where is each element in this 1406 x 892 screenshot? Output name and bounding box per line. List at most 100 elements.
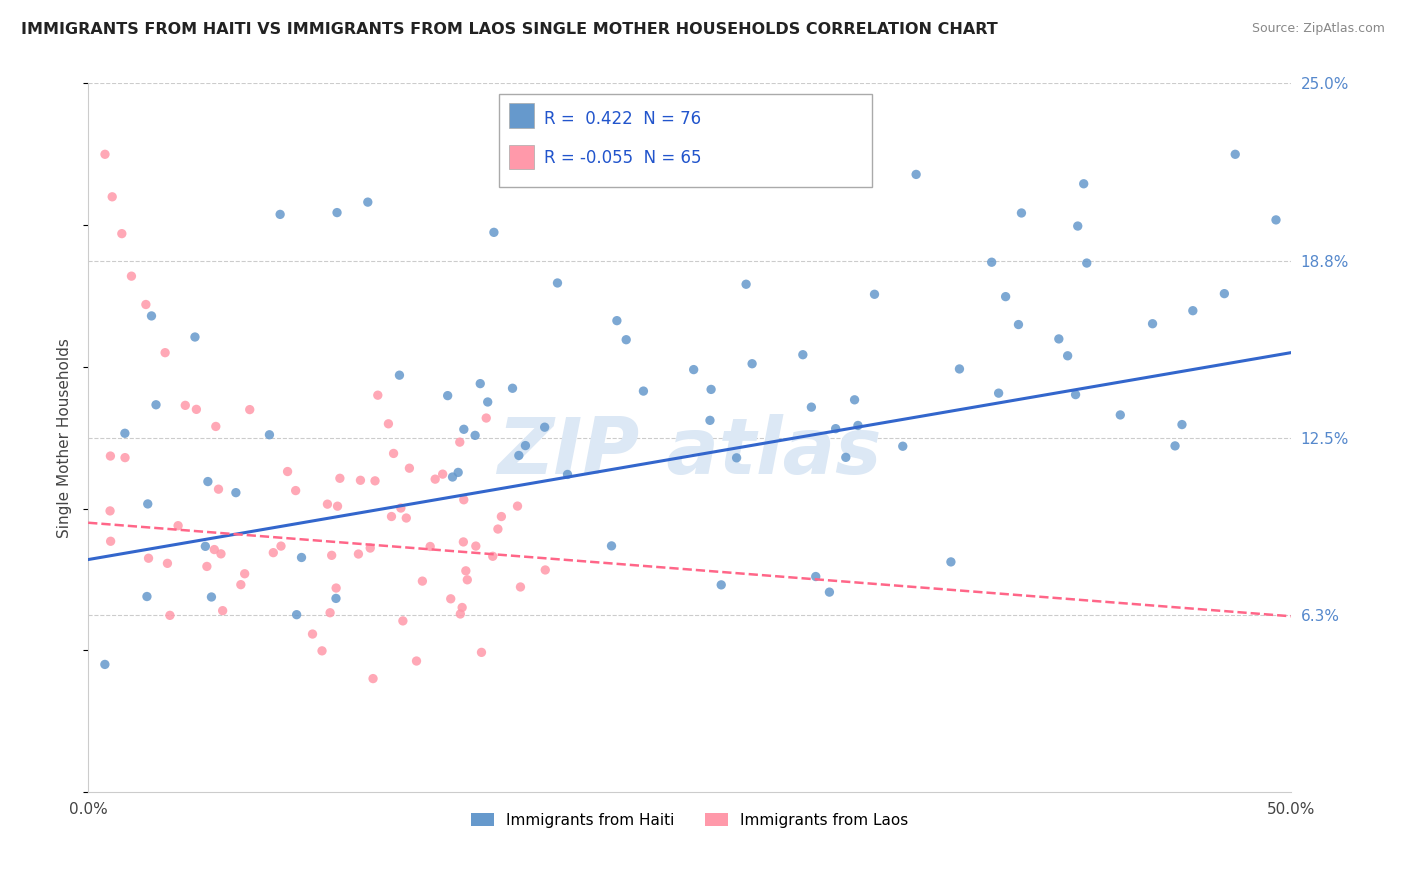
- Point: [464, 539, 486, 553]
- Point: [202, 542, 225, 557]
- Point: [136, 497, 159, 511]
- Point: [547, 276, 569, 290]
- Point: [449, 607, 471, 621]
- Point: [285, 607, 308, 622]
- Point: [824, 422, 846, 436]
- Point: [136, 590, 159, 604]
- Point: [425, 472, 447, 486]
- Point: [464, 428, 486, 442]
- Point: [700, 383, 723, 397]
- Point: [120, 269, 142, 284]
- Point: [905, 168, 928, 182]
- Point: [114, 450, 136, 465]
- Point: [195, 559, 218, 574]
- Point: [987, 386, 1010, 401]
- Point: [145, 398, 167, 412]
- Point: [290, 550, 312, 565]
- Point: [1213, 286, 1236, 301]
- Point: [534, 563, 557, 577]
- Point: [863, 287, 886, 301]
- Point: [382, 446, 405, 460]
- Point: [186, 402, 208, 417]
- Point: [741, 357, 763, 371]
- Point: [481, 549, 503, 564]
- Point: [453, 422, 475, 436]
- Point: [326, 205, 349, 219]
- Point: [1109, 408, 1132, 422]
- Point: [440, 591, 463, 606]
- Point: [482, 225, 505, 239]
- Point: [405, 654, 427, 668]
- Point: [515, 439, 537, 453]
- Point: [1073, 177, 1095, 191]
- Point: [1007, 318, 1029, 332]
- Point: [447, 466, 470, 480]
- Point: [233, 566, 256, 581]
- Point: [939, 555, 962, 569]
- Point: [194, 539, 217, 553]
- Point: [449, 435, 471, 450]
- Text: IMMIGRANTS FROM HAITI VS IMMIGRANTS FROM LAOS SINGLE MOTHER HOUSEHOLDS CORRELATI: IMMIGRANTS FROM HAITI VS IMMIGRANTS FROM…: [21, 22, 998, 37]
- Point: [367, 388, 389, 402]
- Point: [456, 573, 478, 587]
- Point: [94, 147, 117, 161]
- Point: [270, 539, 292, 553]
- Point: [818, 585, 841, 599]
- Point: [284, 483, 307, 498]
- Point: [792, 348, 814, 362]
- Point: [800, 400, 823, 414]
- Point: [364, 474, 387, 488]
- Y-axis label: Single Mother Households: Single Mother Households: [58, 338, 72, 538]
- Point: [699, 413, 721, 427]
- Point: [301, 627, 323, 641]
- Point: [100, 449, 122, 463]
- Point: [509, 580, 531, 594]
- Point: [804, 569, 827, 583]
- Point: [98, 504, 121, 518]
- Point: [114, 426, 136, 441]
- Point: [614, 333, 637, 347]
- Point: [475, 411, 498, 425]
- Point: [1181, 303, 1204, 318]
- Point: [491, 509, 513, 524]
- Point: [486, 522, 509, 536]
- Point: [392, 614, 415, 628]
- Point: [682, 362, 704, 376]
- Point: [204, 419, 226, 434]
- Point: [225, 485, 247, 500]
- Point: [470, 376, 492, 391]
- Point: [200, 590, 222, 604]
- Point: [835, 450, 858, 465]
- Point: [184, 330, 207, 344]
- Point: [451, 600, 474, 615]
- Point: [101, 190, 124, 204]
- Point: [156, 557, 179, 571]
- Point: [325, 581, 347, 595]
- Point: [891, 439, 914, 453]
- Point: [100, 534, 122, 549]
- Point: [1164, 439, 1187, 453]
- Point: [1225, 147, 1247, 161]
- Point: [1047, 332, 1070, 346]
- Point: [349, 473, 371, 487]
- Point: [259, 427, 281, 442]
- Point: [1056, 349, 1078, 363]
- Point: [453, 492, 475, 507]
- Text: ZIP atlas: ZIP atlas: [498, 414, 882, 490]
- Point: [229, 577, 252, 591]
- Point: [321, 549, 343, 563]
- Point: [502, 381, 524, 395]
- Point: [325, 591, 347, 606]
- Point: [1265, 213, 1288, 227]
- Point: [533, 420, 555, 434]
- Point: [1010, 206, 1032, 220]
- Point: [167, 518, 190, 533]
- Point: [262, 546, 284, 560]
- Point: [411, 574, 433, 588]
- Point: [557, 467, 579, 482]
- Point: [470, 645, 492, 659]
- Point: [239, 402, 262, 417]
- Point: [454, 564, 477, 578]
- Point: [948, 362, 970, 376]
- Point: [347, 547, 370, 561]
